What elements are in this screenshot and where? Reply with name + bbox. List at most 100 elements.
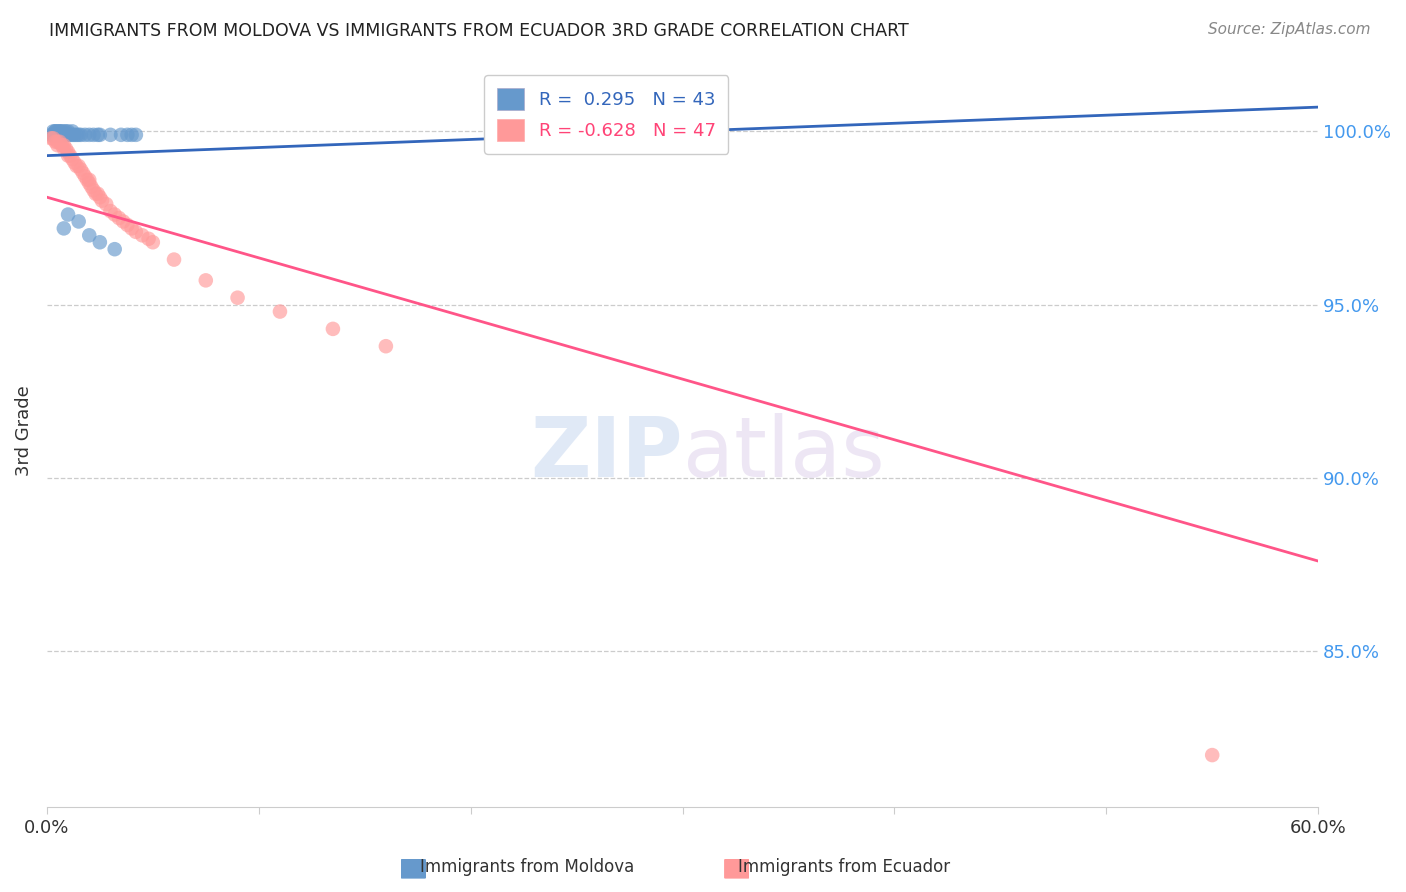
Point: [69, 162, 91, 177]
Text: Immigrants from Moldova: Immigrants from Moldova: [420, 858, 634, 876]
Point: [121, 221, 143, 235]
Point: [46, 128, 69, 142]
Point: [163, 252, 186, 267]
Point: [52, 128, 75, 142]
Text: Source: ZipAtlas.com: Source: ZipAtlas.com: [1208, 22, 1371, 37]
Point: [77, 177, 100, 191]
Text: atlas: atlas: [682, 413, 884, 494]
Point: [56, 208, 79, 222]
Point: [67, 159, 90, 173]
Point: [269, 304, 291, 318]
Text: Immigrants from Ecuador: Immigrants from Ecuador: [738, 858, 949, 876]
Point: [374, 339, 396, 353]
Point: [51, 138, 73, 153]
Point: [65, 159, 87, 173]
Point: [39, 128, 62, 142]
Text: IMMIGRANTS FROM MOLDOVA VS IMMIGRANTS FROM ECUADOR 3RD GRADE CORRELATION CHART: IMMIGRANTS FROM MOLDOVA VS IMMIGRANTS FR…: [49, 22, 908, 40]
Point: [59, 148, 82, 162]
Y-axis label: 3rd Grade: 3rd Grade: [15, 385, 32, 476]
Point: [100, 204, 122, 219]
Point: [83, 183, 105, 197]
Point: [83, 128, 105, 142]
Point: [322, 322, 344, 336]
Point: [142, 235, 165, 250]
Point: [104, 208, 127, 222]
Point: [39, 131, 62, 145]
Point: [131, 228, 153, 243]
Point: [44, 128, 66, 142]
Point: [48, 124, 70, 138]
Point: [80, 179, 103, 194]
Point: [44, 135, 66, 149]
Point: [52, 142, 75, 156]
Point: [60, 128, 83, 142]
Point: [52, 138, 75, 153]
Point: [56, 128, 79, 142]
Point: [48, 128, 70, 142]
Point: [55, 124, 77, 138]
Point: [56, 124, 79, 138]
Point: [117, 128, 139, 142]
Point: [77, 228, 100, 243]
Point: [76, 173, 98, 187]
Point: [44, 124, 66, 138]
Point: [91, 194, 114, 208]
Point: [63, 128, 86, 142]
Point: [73, 169, 96, 184]
Point: [77, 173, 100, 187]
Point: [51, 124, 73, 138]
Point: [42, 124, 65, 138]
Point: [87, 128, 110, 142]
Point: [77, 128, 100, 142]
Point: [52, 124, 75, 138]
Point: [42, 128, 65, 142]
Point: [60, 152, 83, 166]
Legend: R =  0.295   N = 43, R = -0.628   N = 47: R = 0.295 N = 43, R = -0.628 N = 47: [484, 76, 728, 153]
Point: [89, 190, 111, 204]
Point: [96, 197, 118, 211]
FancyBboxPatch shape: [724, 859, 749, 879]
Point: [72, 166, 94, 180]
FancyBboxPatch shape: [401, 859, 426, 879]
Point: [46, 135, 69, 149]
Point: [226, 291, 249, 305]
Point: [89, 128, 111, 142]
Point: [125, 128, 148, 142]
Point: [1201, 748, 1223, 763]
Point: [55, 128, 77, 142]
Point: [52, 221, 75, 235]
Point: [42, 131, 65, 145]
Point: [84, 186, 107, 201]
Point: [46, 124, 69, 138]
Point: [87, 186, 110, 201]
Point: [110, 128, 132, 142]
Point: [46, 138, 69, 153]
Point: [67, 128, 90, 142]
Point: [55, 142, 77, 156]
Point: [89, 235, 111, 250]
Point: [117, 218, 139, 232]
Point: [108, 211, 131, 225]
Point: [48, 124, 70, 138]
Point: [46, 128, 69, 142]
Point: [112, 214, 135, 228]
Point: [56, 145, 79, 160]
Point: [125, 225, 148, 239]
Point: [121, 128, 143, 142]
Point: [194, 273, 217, 287]
Point: [100, 128, 122, 142]
Point: [67, 214, 90, 228]
Point: [63, 155, 86, 169]
Point: [60, 124, 83, 138]
Point: [138, 232, 160, 246]
Point: [51, 128, 73, 142]
Point: [73, 128, 96, 142]
Point: [59, 128, 82, 142]
Point: [56, 148, 79, 162]
Point: [65, 128, 87, 142]
Point: [104, 242, 127, 256]
Point: [69, 128, 91, 142]
Text: ZIP: ZIP: [530, 413, 682, 494]
Point: [44, 124, 66, 138]
Point: [48, 135, 70, 149]
